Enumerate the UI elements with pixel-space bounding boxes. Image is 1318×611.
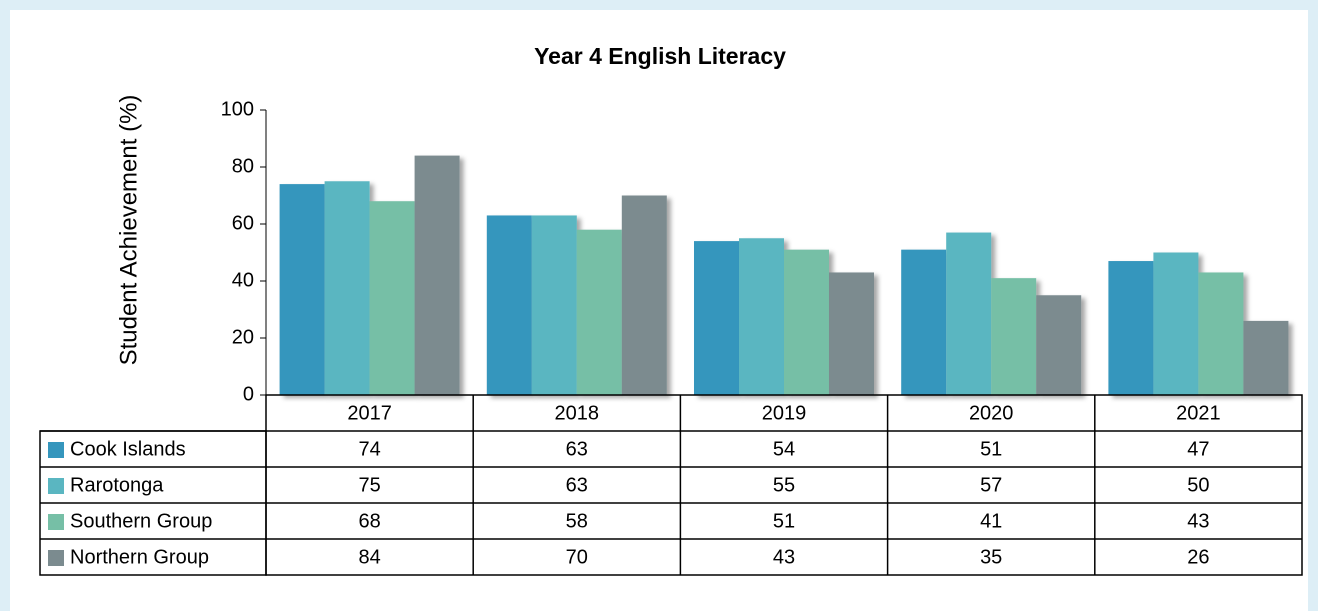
- bar: [784, 249, 829, 395]
- bar: [1108, 261, 1154, 395]
- table-value: 54: [773, 438, 795, 460]
- bar: [531, 215, 577, 395]
- table-value: 51: [773, 510, 795, 532]
- table-value: 43: [1187, 510, 1209, 532]
- bar: [946, 232, 992, 395]
- chart-title: Year 4 English Literacy: [534, 43, 786, 69]
- x-tick-label: 2019: [762, 402, 807, 424]
- bar: [901, 249, 947, 395]
- legend-label: Northern Group: [70, 546, 209, 568]
- legend-label: Cook Islands: [70, 438, 186, 460]
- bar: [414, 155, 460, 395]
- table-value: 63: [566, 438, 588, 460]
- y-tick-label: 80: [232, 155, 254, 177]
- y-tick-label: 20: [232, 326, 254, 348]
- table-value: 68: [358, 510, 380, 532]
- table-value: 70: [566, 546, 588, 568]
- legend-swatch: [48, 514, 64, 530]
- bar: [991, 278, 1037, 395]
- x-tick-label: 2018: [555, 402, 600, 424]
- legend-swatch: [48, 550, 64, 566]
- legend-swatch: [48, 478, 64, 494]
- y-tick-label: 0: [243, 383, 254, 405]
- legend-label: Rarotonga: [70, 474, 164, 496]
- table-value: 50: [1187, 474, 1209, 496]
- table-value: 47: [1187, 438, 1209, 460]
- legend-label: Southern Group: [70, 510, 212, 532]
- table-value: 75: [358, 474, 380, 496]
- table-value: 74: [358, 438, 380, 460]
- table-value: 57: [980, 474, 1002, 496]
- bar: [1153, 252, 1199, 395]
- x-tick-label: 2020: [969, 402, 1014, 424]
- bar: [324, 181, 370, 395]
- bar: [621, 195, 667, 395]
- bar: [576, 229, 622, 395]
- table-value: 58: [566, 510, 588, 532]
- table-value: 84: [358, 546, 380, 568]
- bar: [486, 215, 532, 395]
- bar: [694, 241, 739, 395]
- bar: [1198, 272, 1244, 395]
- y-tick-label: 60: [232, 212, 254, 234]
- table-value: 43: [773, 546, 795, 568]
- table-value: 55: [773, 474, 795, 496]
- bar: [739, 238, 784, 395]
- x-tick-label: 2017: [347, 402, 392, 424]
- table-value: 41: [980, 510, 1002, 532]
- bar: [829, 272, 874, 395]
- bar: [1243, 320, 1289, 395]
- legend-swatch: [48, 442, 64, 458]
- y-axis-label: Student Achievement (%): [115, 95, 142, 366]
- table-value: 51: [980, 438, 1002, 460]
- table-value: 63: [566, 474, 588, 496]
- y-tick-label: 100: [221, 98, 254, 120]
- bar: [279, 184, 325, 395]
- table-value: 26: [1187, 546, 1209, 568]
- y-tick-label: 40: [232, 269, 254, 291]
- table-value: 35: [980, 546, 1002, 568]
- x-tick-label: 2021: [1176, 402, 1221, 424]
- bar: [369, 201, 415, 395]
- bar: [1036, 295, 1082, 395]
